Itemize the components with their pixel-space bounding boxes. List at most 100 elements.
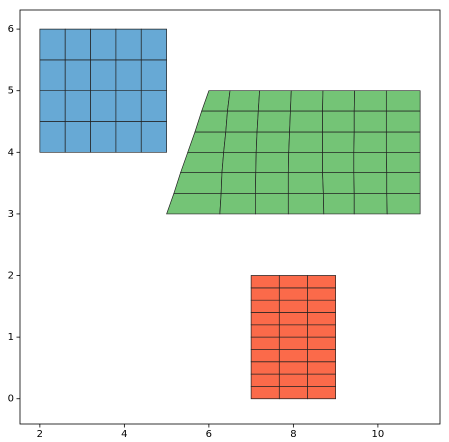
mesh-cell — [385, 110, 421, 133]
x-tick-label: 8 — [290, 429, 296, 440]
mesh-cell — [289, 110, 323, 133]
y-tick-label: 0 — [8, 394, 14, 405]
mesh-cell — [278, 324, 308, 338]
mesh-cell — [307, 324, 336, 338]
mesh-cell — [322, 172, 355, 194]
mesh-cell — [307, 336, 336, 350]
x-tick-label: 10 — [372, 429, 385, 440]
mesh-cell — [278, 312, 308, 326]
x-tick-label: 4 — [121, 429, 127, 440]
mesh-cell — [255, 151, 290, 173]
mesh-cell — [220, 172, 257, 194]
mesh-cell — [39, 28, 66, 61]
mesh-cell — [353, 131, 387, 153]
mesh-cell — [288, 131, 323, 153]
mesh-cell — [386, 172, 421, 194]
mesh-cell — [227, 90, 260, 112]
mesh-cell — [64, 28, 91, 61]
mesh-cell — [194, 110, 228, 133]
mesh-cell — [225, 110, 259, 133]
mesh-cell — [90, 121, 117, 153]
mesh-cell — [307, 349, 336, 363]
mesh-cell — [278, 287, 308, 301]
mesh-cell — [250, 299, 280, 313]
mesh-cell — [322, 110, 355, 133]
mesh-cell — [287, 193, 325, 215]
mesh-cell — [287, 151, 323, 173]
mesh-cell — [250, 373, 280, 387]
y-tick-label: 4 — [8, 147, 14, 158]
mesh-cell — [307, 275, 336, 289]
x-tick-label: 6 — [206, 429, 212, 440]
mesh-cell — [307, 287, 336, 301]
x-tick-label: 2 — [37, 429, 43, 440]
mesh-cell — [307, 299, 336, 313]
mesh-cell — [322, 131, 355, 153]
mesh-cell — [287, 172, 324, 194]
mesh-cell — [353, 90, 387, 112]
mesh-cell — [223, 131, 258, 153]
mesh-cell — [166, 193, 222, 215]
mesh-cell — [250, 287, 280, 301]
mesh-cell — [278, 349, 308, 363]
mesh-cell — [307, 312, 336, 326]
mesh-cell — [173, 172, 223, 194]
mesh-cell — [254, 172, 289, 194]
mesh-cell — [353, 193, 388, 215]
mesh-cell — [250, 349, 280, 363]
mesh-cell — [39, 121, 66, 153]
mesh-cell — [307, 373, 336, 387]
mesh-cell — [250, 275, 280, 289]
mesh-cell — [39, 90, 66, 122]
mesh-cell — [250, 312, 280, 326]
mesh-cell — [90, 59, 117, 92]
mesh-cell — [180, 151, 225, 173]
y-tick-label: 2 — [8, 271, 14, 282]
mesh-cell — [219, 193, 256, 215]
mesh-cell — [278, 361, 308, 375]
mesh-cell — [278, 275, 308, 289]
mesh-cell — [221, 151, 257, 173]
mesh-cell — [140, 90, 167, 122]
mesh-cell — [307, 361, 336, 375]
mesh-cell — [322, 90, 356, 112]
mesh-cell — [257, 90, 292, 112]
mesh-cell — [140, 28, 167, 61]
y-tick-label: 1 — [8, 332, 14, 343]
mesh-cell — [278, 336, 308, 350]
mesh-cell — [385, 131, 421, 153]
mesh-cell — [323, 193, 355, 215]
mesh-cell — [64, 121, 91, 153]
mesh-cell — [250, 324, 280, 338]
mesh-cell — [353, 110, 387, 133]
mesh-cell — [250, 361, 280, 375]
mesh-cell — [250, 336, 280, 350]
mesh-cell — [255, 193, 289, 215]
y-tick-label: 6 — [8, 24, 14, 35]
mesh-cell — [115, 28, 142, 61]
mesh-cell — [64, 90, 91, 122]
mesh-cell — [255, 131, 290, 153]
mesh-cell — [278, 299, 308, 313]
mesh-cell — [353, 151, 388, 173]
mesh-cell — [187, 131, 227, 153]
mesh-cell — [140, 121, 167, 153]
mesh-cell — [115, 121, 142, 153]
mesh-cell — [39, 59, 66, 92]
mesh-cell — [64, 59, 91, 92]
mesh-cell — [353, 172, 388, 194]
y-tick-label: 5 — [8, 86, 14, 97]
mesh-cell — [290, 90, 324, 112]
mesh-cell — [386, 193, 421, 215]
mesh-cell — [256, 110, 291, 133]
mesh-cell — [140, 59, 167, 92]
mesh-cell — [322, 151, 355, 173]
mesh-cell — [201, 90, 231, 112]
mesh-cell — [385, 90, 421, 112]
mesh-cell — [278, 386, 308, 400]
y-tick-label: 3 — [8, 209, 14, 220]
mesh-cell — [385, 151, 421, 173]
mesh-cell — [115, 90, 142, 122]
